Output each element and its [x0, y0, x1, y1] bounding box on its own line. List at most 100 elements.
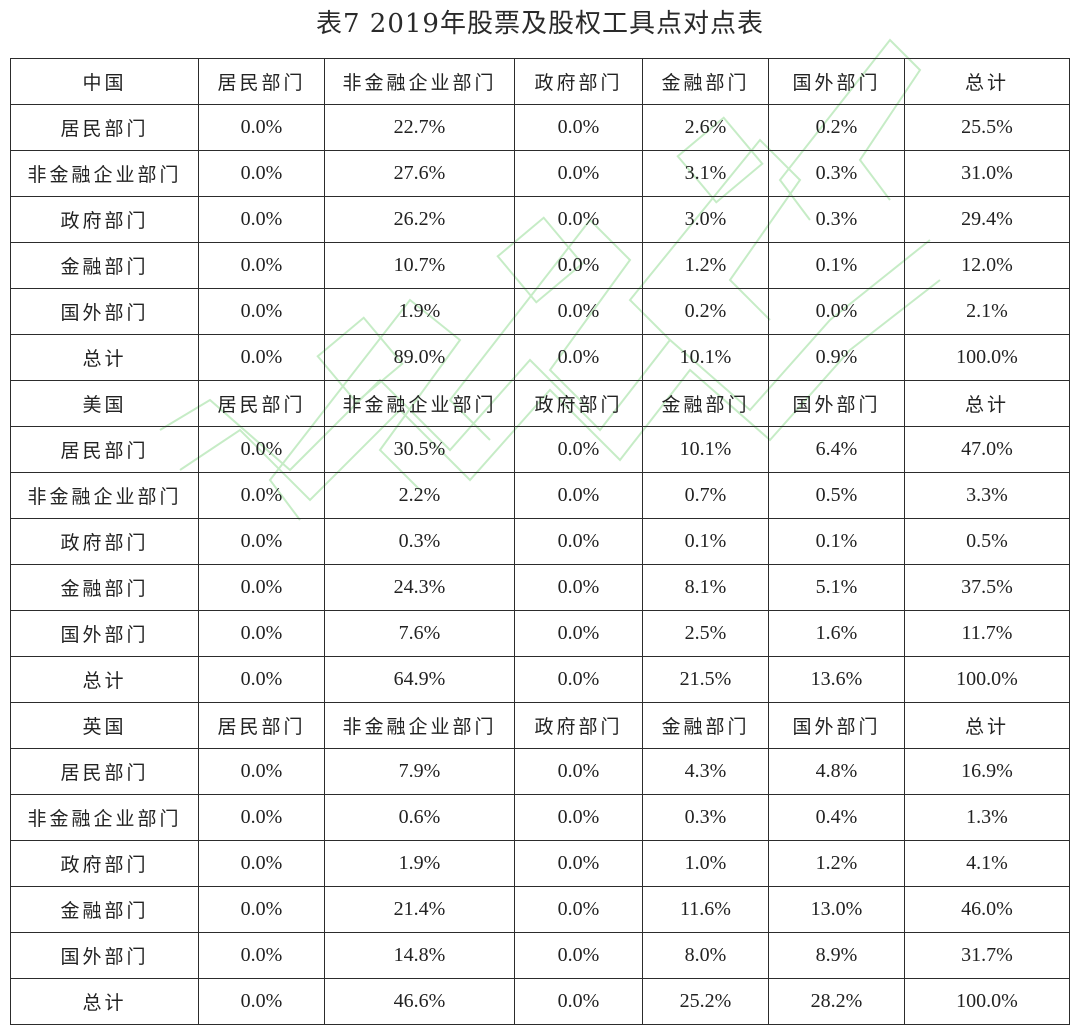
- table-cell: 46.0%: [904, 886, 1070, 933]
- table-cell: 0.2%: [642, 288, 769, 335]
- table-cell: 5.1%: [768, 564, 905, 611]
- table-cell: 13.6%: [768, 656, 905, 703]
- table-cell: 1.6%: [768, 610, 905, 657]
- table-row: 金融部门 0.0% 24.3% 0.0% 8.1% 5.1% 37.5%: [10, 564, 1070, 611]
- table-cell: 27.6%: [324, 150, 515, 197]
- table-cell: 21.4%: [324, 886, 515, 933]
- table-row: 居民部门 0.0% 30.5% 0.0% 10.1% 6.4% 47.0%: [10, 426, 1070, 473]
- table-row: 非金融企业部门 0.0% 2.2% 0.0% 0.7% 0.5% 3.3%: [10, 472, 1070, 519]
- table-cell: 10.1%: [642, 334, 769, 381]
- table-cell: 2.1%: [904, 288, 1070, 335]
- table-cell: 0.0%: [198, 748, 325, 795]
- table-cell: 0.0%: [514, 196, 643, 243]
- table-cell: 22.7%: [324, 104, 515, 151]
- table-cell: 10.1%: [642, 426, 769, 473]
- table-cell: 26.2%: [324, 196, 515, 243]
- row-label: 金融部门: [10, 242, 199, 289]
- column-header: 居民部门: [198, 380, 325, 427]
- table-cell: 2.5%: [642, 610, 769, 657]
- row-label: 非金融企业部门: [10, 150, 199, 197]
- table-cell: 0.3%: [768, 196, 905, 243]
- table-row: 国外部门 0.0% 1.9% 0.0% 0.2% 0.0% 2.1%: [10, 288, 1070, 335]
- table-cell: 25.2%: [642, 978, 769, 1025]
- table-row: 国外部门 0.0% 14.8% 0.0% 8.0% 8.9% 31.7%: [10, 932, 1070, 979]
- table-cell: 1.2%: [768, 840, 905, 887]
- table-row: 总计 0.0% 64.9% 0.0% 21.5% 13.6% 100.0%: [10, 656, 1070, 703]
- table-cell: 0.1%: [768, 518, 905, 565]
- table-cell: 0.0%: [198, 242, 325, 289]
- table-cell: 0.3%: [768, 150, 905, 197]
- table-cell: 0.0%: [514, 150, 643, 197]
- table-cell: 3.3%: [904, 472, 1070, 519]
- section-header-row: 美国 居民部门 非金融企业部门 政府部门 金融部门 国外部门 总计: [10, 380, 1070, 427]
- table-row: 非金融企业部门 0.0% 0.6% 0.0% 0.3% 0.4% 1.3%: [10, 794, 1070, 841]
- table-cell: 4.8%: [768, 748, 905, 795]
- table-cell: 25.5%: [904, 104, 1070, 151]
- table-row: 总计 0.0% 89.0% 0.0% 10.1% 0.9% 100.0%: [10, 334, 1070, 381]
- row-label: 政府部门: [10, 196, 199, 243]
- table-cell: 89.0%: [324, 334, 515, 381]
- table-cell: 0.5%: [904, 518, 1070, 565]
- table-cell: 7.6%: [324, 610, 515, 657]
- table-cell: 0.0%: [514, 288, 643, 335]
- table-cell: 2.2%: [324, 472, 515, 519]
- country-label: 英国: [10, 702, 199, 749]
- column-header: 总计: [904, 380, 1070, 427]
- table-cell: 0.0%: [198, 104, 325, 151]
- table-cell: 6.4%: [768, 426, 905, 473]
- row-label: 总计: [10, 656, 199, 703]
- column-header: 国外部门: [768, 58, 905, 105]
- table-cell: 0.0%: [514, 656, 643, 703]
- row-label: 非金融企业部门: [10, 472, 199, 519]
- table-cell: 0.0%: [514, 840, 643, 887]
- table-cell: 1.9%: [324, 840, 515, 887]
- table-cell: 4.1%: [904, 840, 1070, 887]
- table-cell: 0.2%: [768, 104, 905, 151]
- table-cell: 0.0%: [198, 150, 325, 197]
- row-label: 国外部门: [10, 932, 199, 979]
- table-cell: 1.2%: [642, 242, 769, 289]
- table-cell: 0.0%: [198, 426, 325, 473]
- table-cell: 0.1%: [768, 242, 905, 289]
- table-cell: 2.6%: [642, 104, 769, 151]
- column-header: 国外部门: [768, 702, 905, 749]
- table-cell: 11.7%: [904, 610, 1070, 657]
- column-header: 政府部门: [514, 58, 643, 105]
- table-cell: 0.0%: [514, 886, 643, 933]
- table-cell: 0.0%: [514, 978, 643, 1025]
- table-row: 政府部门 0.0% 0.3% 0.0% 0.1% 0.1% 0.5%: [10, 518, 1070, 565]
- table-cell: 11.6%: [642, 886, 769, 933]
- table-cell: 0.0%: [198, 840, 325, 887]
- table-cell: 0.1%: [642, 518, 769, 565]
- table-cell: 7.9%: [324, 748, 515, 795]
- table-cell: 12.0%: [904, 242, 1070, 289]
- table-cell: 0.9%: [768, 334, 905, 381]
- table-cell: 0.3%: [642, 794, 769, 841]
- table-cell: 0.0%: [514, 426, 643, 473]
- table-cell: 0.0%: [198, 932, 325, 979]
- table-cell: 0.0%: [514, 518, 643, 565]
- row-label: 非金融企业部门: [10, 794, 199, 841]
- row-label: 金融部门: [10, 564, 199, 611]
- table-cell: 14.8%: [324, 932, 515, 979]
- table-cell: 0.0%: [198, 794, 325, 841]
- table-cell: 0.4%: [768, 794, 905, 841]
- table-cell: 3.1%: [642, 150, 769, 197]
- table-cell: 0.0%: [514, 748, 643, 795]
- table-cell: 0.0%: [514, 610, 643, 657]
- table-cell: 0.7%: [642, 472, 769, 519]
- table-cell: 8.0%: [642, 932, 769, 979]
- table-row: 居民部门 0.0% 22.7% 0.0% 2.6% 0.2% 25.5%: [10, 104, 1070, 151]
- section-header-row: 中国 居民部门 非金融企业部门 政府部门 金融部门 国外部门 总计: [10, 58, 1070, 105]
- table-cell: 100.0%: [904, 334, 1070, 381]
- table-cell: 13.0%: [768, 886, 905, 933]
- table-cell: 30.5%: [324, 426, 515, 473]
- section-header-row: 英国 居民部门 非金融企业部门 政府部门 金融部门 国外部门 总计: [10, 702, 1070, 749]
- table-cell: 0.0%: [198, 518, 325, 565]
- table-cell: 0.0%: [198, 334, 325, 381]
- row-label: 总计: [10, 334, 199, 381]
- table-cell: 37.5%: [904, 564, 1070, 611]
- table-cell: 1.0%: [642, 840, 769, 887]
- table-row: 居民部门 0.0% 7.9% 0.0% 4.3% 4.8% 16.9%: [10, 748, 1070, 795]
- row-label: 居民部门: [10, 104, 199, 151]
